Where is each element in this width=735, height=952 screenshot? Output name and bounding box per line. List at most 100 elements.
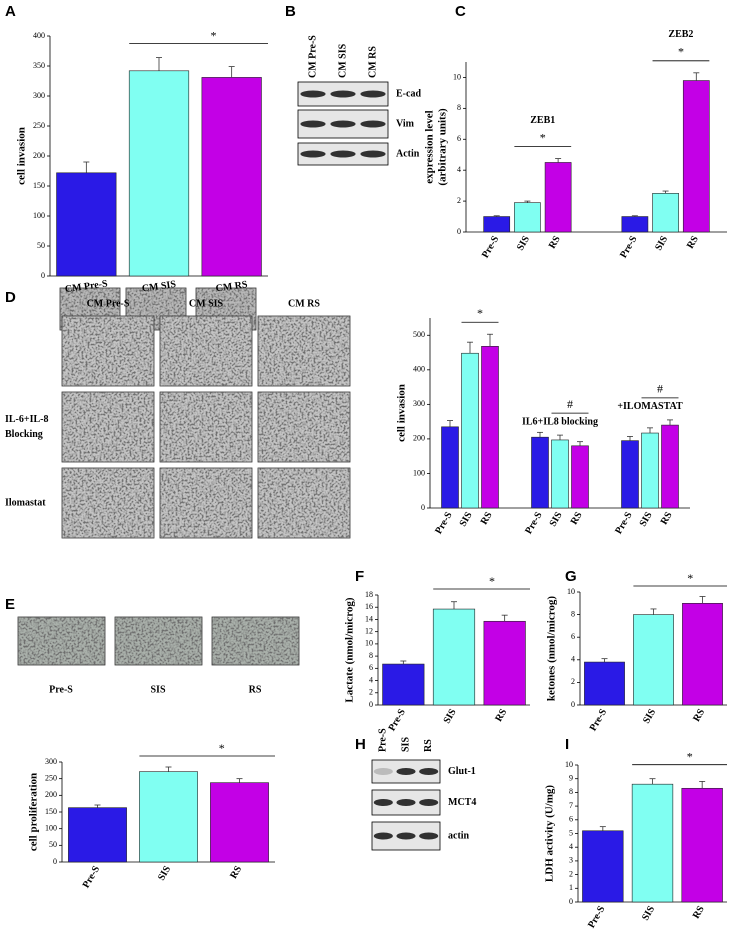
y-tick-label: 4 — [369, 675, 373, 684]
y-tick-label: 2 — [457, 196, 461, 205]
y-tick-label: 50 — [37, 241, 45, 250]
bar — [584, 661, 625, 706]
micrograph-texture — [258, 468, 350, 538]
significance-mark: * — [540, 130, 546, 144]
lane-label: CM SIS — [337, 43, 348, 78]
y-tick-label: 250 — [33, 121, 45, 130]
blot-band — [330, 120, 356, 128]
blot-band — [396, 768, 416, 775]
y-axis-title: cell invasion — [396, 384, 408, 442]
bar — [68, 807, 127, 863]
bar — [682, 80, 710, 233]
image-label: SIS — [150, 684, 165, 695]
x-tick-label: SIS — [458, 510, 475, 529]
x-tick-label: RS — [691, 707, 707, 724]
image-column-label: CM Pre-S — [87, 298, 130, 309]
blot-band — [396, 832, 416, 840]
y-tick-label: 6 — [457, 134, 461, 143]
x-tick-label: Pre-S — [523, 510, 545, 536]
y-tick-label: 4 — [571, 655, 575, 664]
bar — [483, 216, 511, 233]
y-tick-label: 4 — [457, 165, 461, 174]
blot-row-label: actin — [448, 830, 470, 841]
image-row-label: Ilomastat — [5, 497, 46, 508]
panel-label: E — [5, 596, 15, 613]
blot-band — [300, 150, 326, 158]
y-tick-label: 150 — [45, 807, 57, 816]
significance-mark: # — [567, 397, 573, 411]
bar — [544, 162, 572, 233]
y-tick-label: 8 — [571, 609, 575, 618]
blot-band — [396, 799, 416, 806]
significance-mark: * — [687, 749, 693, 763]
bar — [483, 620, 526, 706]
y-tick-label: 4 — [569, 842, 573, 851]
bar — [56, 172, 117, 277]
y-tick-label: 200 — [33, 151, 45, 160]
y-tick-label: 0 — [569, 897, 573, 906]
significance-mark: * — [219, 741, 225, 755]
panel-label: D — [5, 289, 16, 306]
y-tick-label: 9 — [569, 774, 573, 783]
y-tick-label: 14 — [365, 614, 373, 623]
panel-label: B — [285, 3, 296, 20]
panel-label: C — [455, 3, 466, 20]
blot-band — [373, 832, 393, 840]
bar — [652, 193, 679, 233]
group-label: IL6+IL8 blocking — [522, 416, 598, 427]
x-tick-label: RS — [569, 510, 585, 527]
image-label: RS — [249, 684, 262, 695]
y-tick-label: 0 — [421, 503, 425, 512]
bar — [682, 602, 723, 706]
blot-band — [373, 799, 393, 806]
panel-label: G — [565, 568, 577, 585]
y-tick-label: 150 — [33, 181, 45, 190]
group-label: +ILOMASTAT — [617, 401, 683, 412]
blot-band — [360, 150, 386, 158]
bar — [201, 77, 262, 277]
image-row-label: IL-6+IL-8 — [5, 414, 48, 425]
lane-label: CM RS — [367, 46, 378, 78]
x-tick-label: Pre-S — [588, 707, 610, 733]
micrograph-texture — [62, 468, 154, 538]
y-tick-label: 250 — [45, 773, 57, 782]
y-tick-label: 3 — [569, 856, 573, 865]
blot-band — [419, 832, 439, 840]
x-tick-label: CM SIS — [141, 279, 177, 295]
image-label: Pre-S — [49, 684, 73, 695]
blot-row-label: Glut-1 — [448, 766, 476, 777]
bar — [551, 439, 569, 509]
blot-band — [419, 768, 439, 775]
bar — [681, 787, 723, 903]
bar — [432, 608, 476, 706]
x-tick-label: SIS — [548, 510, 565, 529]
y-tick-label: 350 — [33, 61, 45, 70]
x-tick-label: Pre-S — [618, 234, 640, 260]
micrograph-texture — [62, 392, 154, 462]
y-axis-title: ketones (nmol/microg) — [546, 596, 558, 702]
y-tick-label: 100 — [413, 468, 425, 477]
y-tick-label: 50 — [49, 840, 57, 849]
blot-band — [373, 768, 393, 775]
x-tick-label: RS — [493, 707, 509, 724]
group-label: ZEB1 — [530, 115, 555, 126]
y-axis-title: cell invasion — [16, 127, 28, 185]
y-tick-label: 400 — [413, 365, 425, 374]
panel-label: H — [355, 736, 366, 753]
x-tick-label: SIS — [641, 707, 658, 726]
bar — [621, 440, 639, 509]
bar — [633, 614, 674, 706]
y-tick-label: 0 — [457, 227, 461, 236]
bar — [210, 782, 269, 863]
micrograph-texture — [18, 617, 105, 665]
y-tick-label: 200 — [45, 790, 57, 799]
blot-band — [330, 90, 356, 98]
blot-band — [360, 90, 386, 98]
panel-label: I — [565, 736, 569, 753]
y-tick-label: 2 — [569, 869, 573, 878]
bar — [582, 830, 624, 903]
micrograph-texture — [212, 617, 299, 665]
bar — [514, 202, 541, 233]
x-tick-label: SIS — [653, 234, 670, 253]
